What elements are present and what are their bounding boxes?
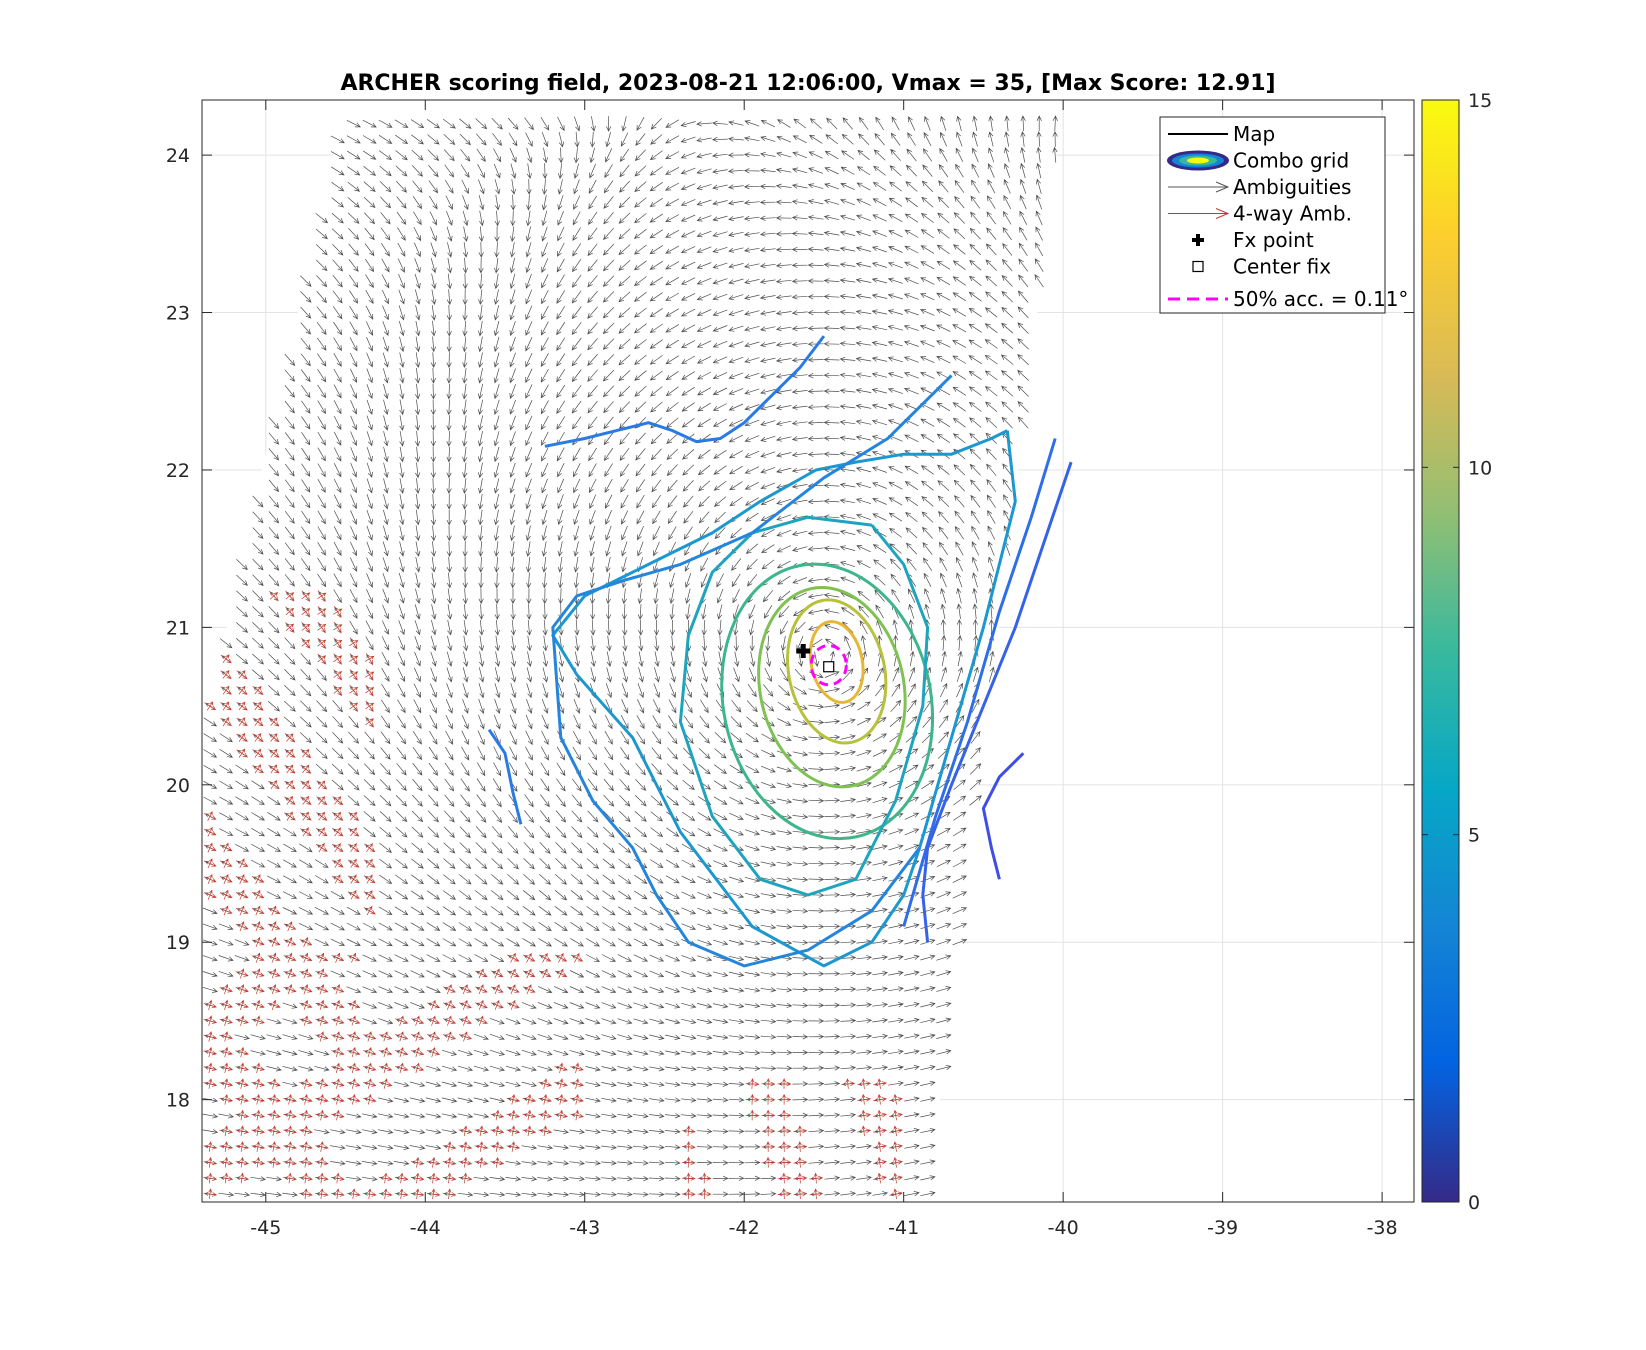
swath-outline bbox=[202, 100, 1064, 1202]
contour-level-line bbox=[487, 728, 523, 825]
legend-swatch-combo-core bbox=[1187, 157, 1209, 164]
y-tick-label: 21 bbox=[166, 617, 190, 639]
fix-markers bbox=[796, 644, 848, 687]
y-tick-label: 20 bbox=[166, 775, 190, 797]
contour-level-line bbox=[720, 562, 935, 841]
y-tick-label: 23 bbox=[166, 303, 190, 325]
x-tick-label: -42 bbox=[729, 1217, 760, 1239]
legend-swatch-arrow bbox=[1168, 208, 1230, 219]
contour-level-line bbox=[678, 515, 930, 897]
colorbar-tick-label: 10 bbox=[1468, 457, 1492, 479]
legend-swatch-center bbox=[1192, 260, 1204, 273]
contour-level-line bbox=[544, 335, 826, 448]
x-tick-label: -45 bbox=[250, 1217, 281, 1239]
colorbar-tick-label: 0 bbox=[1468, 1192, 1480, 1214]
contour-level-line bbox=[786, 598, 888, 745]
legend-label: Map bbox=[1233, 122, 1275, 146]
x-tick-label: -43 bbox=[569, 1217, 600, 1239]
contour-level-line bbox=[808, 620, 865, 704]
swath-area bbox=[202, 100, 1064, 1202]
legend-swatch-arrow bbox=[1168, 181, 1230, 193]
y-tick-label: 22 bbox=[166, 460, 190, 482]
y-tick-label: 24 bbox=[166, 145, 190, 167]
contour-level-line bbox=[551, 374, 953, 968]
wind-ambiguity-arrows bbox=[202, 115, 1058, 1200]
legend-label: Fx point bbox=[1233, 228, 1314, 252]
x-tick-label: -39 bbox=[1207, 1217, 1238, 1239]
plot-frame bbox=[201, 99, 1415, 1203]
legend-box bbox=[1159, 116, 1386, 314]
contour-level-line bbox=[981, 752, 1025, 880]
y-axis: 18 19 20 21 22 23 24 bbox=[166, 145, 1414, 1112]
y-tick-label: 18 bbox=[166, 1090, 190, 1112]
accuracy-circle bbox=[809, 644, 848, 687]
x-tick-label: -40 bbox=[1048, 1217, 1079, 1239]
score-contours bbox=[487, 335, 1073, 968]
contour-level-line bbox=[902, 438, 1057, 927]
legend-label: Ambiguities bbox=[1233, 175, 1351, 199]
colorbar: 0 5 10 15 bbox=[1421, 90, 1492, 1214]
contour-level-line bbox=[551, 429, 1017, 968]
center-fix-marker bbox=[823, 661, 835, 673]
fx-point-marker bbox=[796, 644, 811, 658]
chart-title: ARCHER scoring field, 2023-08-21 12:06:0… bbox=[340, 71, 1275, 96]
legend-label: 4-way Amb. bbox=[1233, 202, 1352, 226]
legend-swatch-fx bbox=[1192, 234, 1204, 246]
x-tick-label: -38 bbox=[1367, 1217, 1398, 1239]
colorbar-tick-label: 15 bbox=[1468, 90, 1492, 112]
legend-label: Combo grid bbox=[1233, 149, 1349, 173]
colorbar-gradient bbox=[1421, 99, 1460, 1203]
legend-label: 50% acc. = 0.11° bbox=[1233, 287, 1408, 311]
contour-level-line bbox=[921, 461, 1073, 943]
y-tick-label: 19 bbox=[166, 932, 190, 954]
x-axis: -45 -44 -43 -42 -41 -40 -39 -38 bbox=[250, 100, 1398, 1239]
x-tick-label: -44 bbox=[410, 1217, 441, 1239]
colorbar-tick-label: 5 bbox=[1468, 825, 1480, 847]
colorbar-ticks: 0 5 10 15 bbox=[1422, 90, 1492, 1214]
x-tick-label: -41 bbox=[888, 1217, 919, 1239]
four-way-ambiguity-arrows bbox=[203, 590, 903, 1200]
legend-label: Center fix bbox=[1233, 255, 1331, 279]
contour-level-line bbox=[757, 586, 907, 789]
